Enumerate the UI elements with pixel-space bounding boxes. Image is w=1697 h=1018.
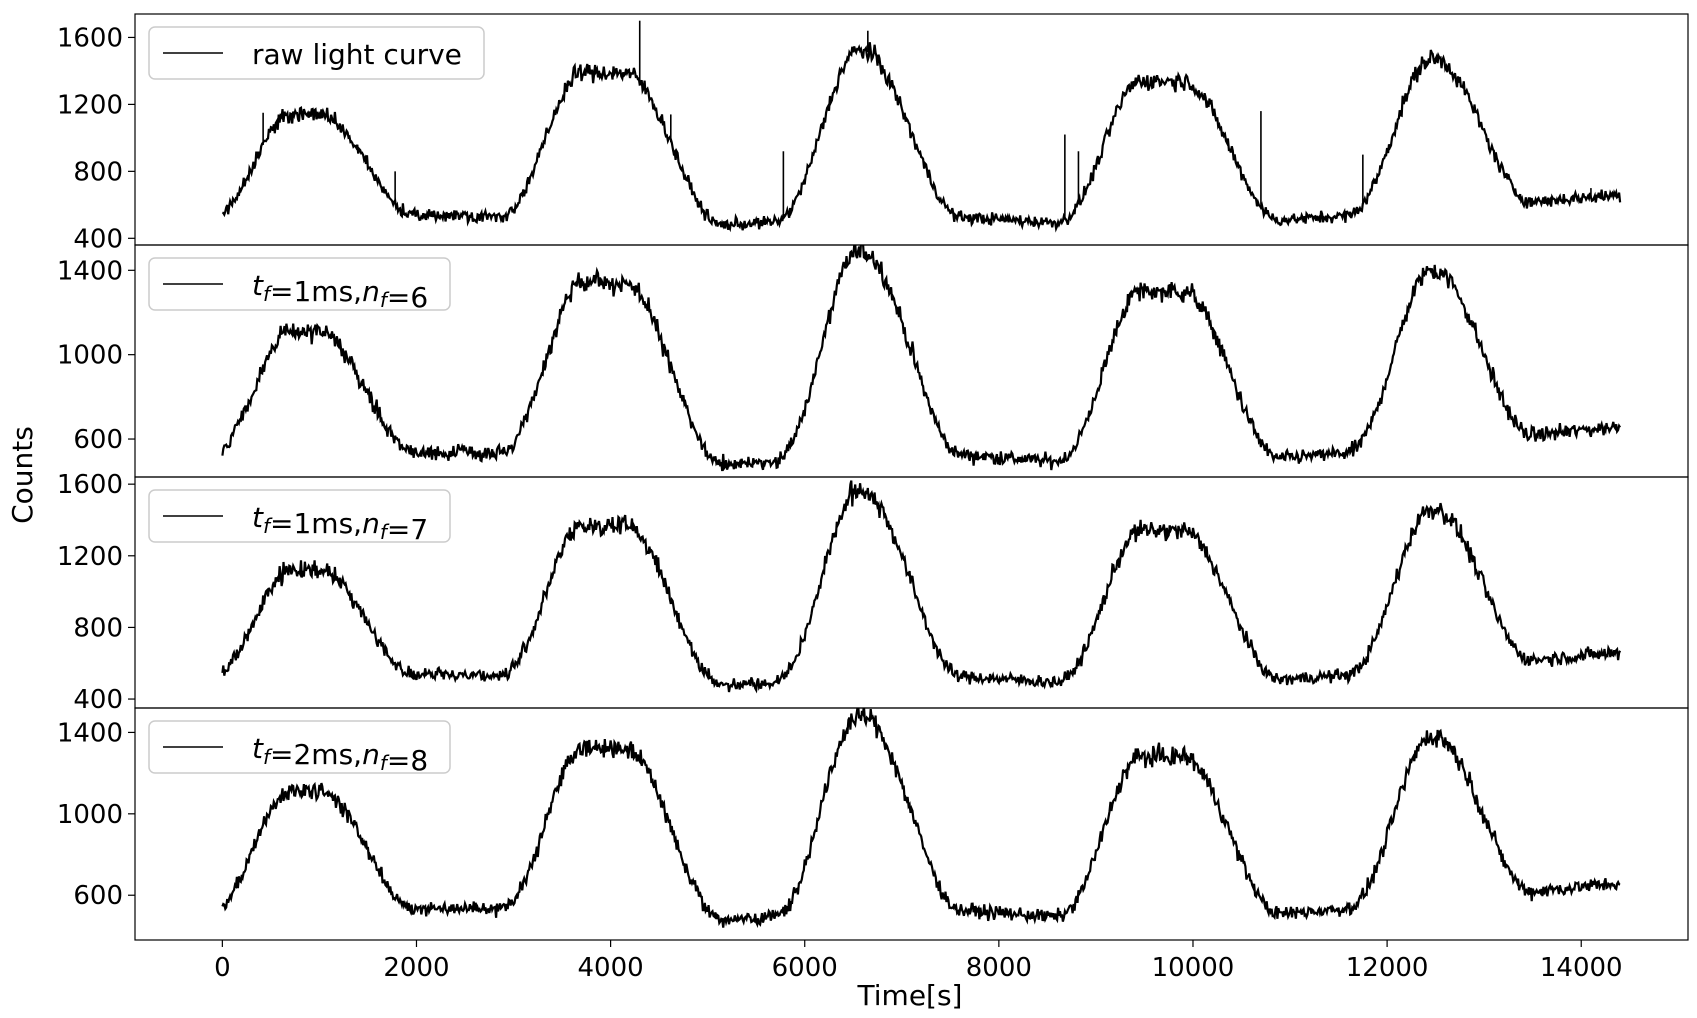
panel-1: 400 800 1200 1600 raw light curve (57, 13, 1689, 254)
y-tick-label: 1000 (57, 800, 123, 830)
panel-2: 600 1000 1400 tf=1ms,nf=6 (57, 244, 1689, 478)
y-tick-label: 1400 (57, 256, 123, 286)
legend-box (148, 720, 451, 774)
y-tick-label: 1400 (57, 718, 123, 748)
y-tick-label: 800 (73, 157, 123, 187)
x-tick-label: 2000 (383, 953, 449, 983)
series-line-panel-2 (221, 245, 1622, 472)
x-tick-label: 12000 (1346, 953, 1429, 983)
y-tick-label: 1200 (57, 90, 123, 120)
y-tick-label: 1600 (57, 470, 123, 500)
x-tick-label: 14000 (1540, 953, 1623, 983)
panel-frame (134, 707, 1689, 941)
panel-3: 400 800 1200 1600 tf=1ms,nf=7 (57, 470, 1689, 715)
y-axis-title: Counts (6, 426, 39, 524)
legend-box (148, 257, 451, 311)
y-tick-label: 1600 (57, 23, 123, 53)
x-tick-label: 6000 (772, 953, 838, 983)
legend-box (148, 489, 451, 543)
series-line-panel-3 (221, 480, 1622, 694)
legend: tf=1ms,nf=7 (148, 489, 451, 546)
legend: tf=1ms,nf=6 (148, 257, 451, 314)
x-tick-label: 4000 (578, 953, 644, 983)
series-line-panel-1 (221, 42, 1622, 233)
y-tick-label: 400 (73, 224, 123, 254)
legend-label: tf=1ms,nf=6 (252, 269, 428, 314)
legend-label: raw light curve (252, 38, 462, 71)
panel-4: 600 1000 1400 tf=2ms,nf=8 (57, 707, 1689, 941)
y-tick-label: 600 (73, 881, 123, 911)
y-tick-label: 1200 (57, 542, 123, 572)
legend-label: tf=2ms,nf=8 (252, 732, 428, 777)
x-tick-label: 8000 (966, 953, 1032, 983)
x-tick-label: 10000 (1152, 953, 1235, 983)
legend: tf=2ms,nf=8 (148, 720, 451, 777)
y-tick-label: 600 (73, 425, 123, 455)
y-tick-label: 800 (73, 613, 123, 643)
x-axis-title: Time[s] (857, 979, 963, 1012)
y-tick-label: 1000 (57, 341, 123, 371)
panels-group: 400 800 1200 1600 raw light curve 600 1000 1400… (57, 13, 1689, 941)
legend: raw light curve (148, 26, 485, 80)
legend-box (148, 26, 485, 80)
y-tick-label: 400 (73, 685, 123, 715)
series-line-panel-4 (221, 708, 1621, 929)
legend-label: tf=1ms,nf=7 (252, 501, 428, 546)
x-axis: 0 2000 4000 6000 8000 10000 12000 14000 (214, 940, 1623, 983)
x-tick-label: 0 (214, 953, 231, 983)
